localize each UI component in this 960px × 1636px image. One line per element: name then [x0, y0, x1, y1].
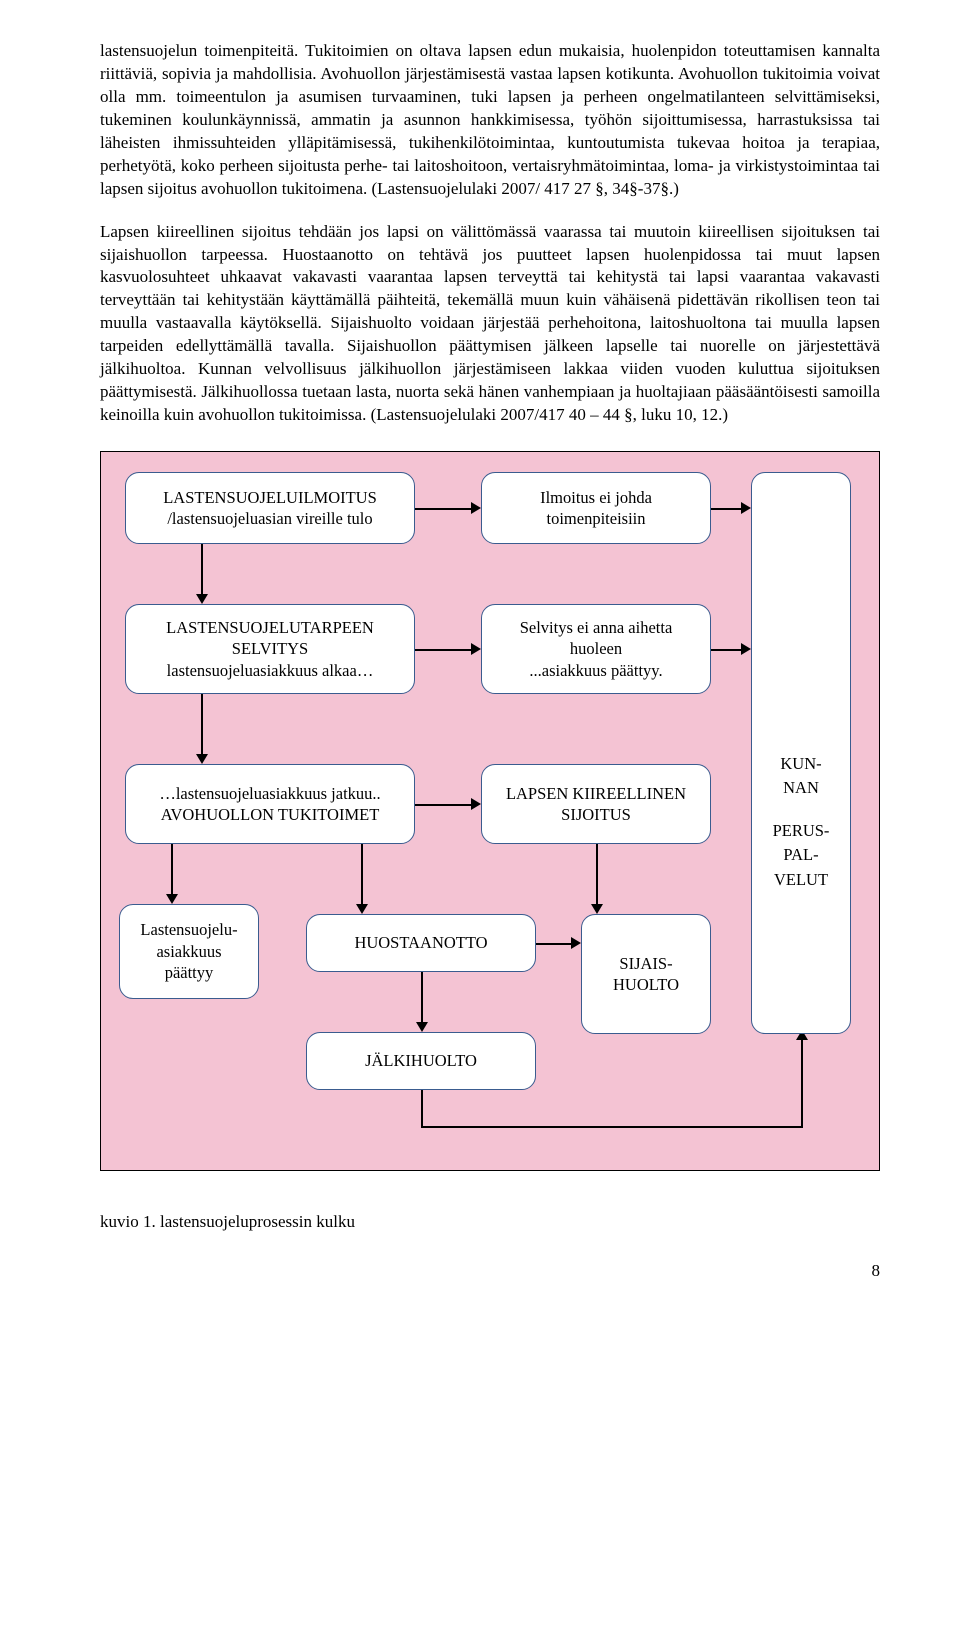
edge — [421, 1126, 801, 1128]
node-text: SELVITYS — [232, 638, 308, 659]
node-text: /lastensuojeluasian vireille tulo — [167, 508, 372, 529]
edge — [711, 508, 741, 510]
arrow-right-icon — [571, 937, 581, 949]
flowchart-container: LASTENSUOJELUILMOITUS /lastensuojeluasia… — [100, 451, 880, 1171]
edge — [596, 844, 598, 904]
arrow-down-icon — [591, 904, 603, 914]
node-text: päättyy — [165, 962, 214, 983]
node-text: LASTENSUOJELUILMOITUS — [163, 487, 377, 508]
edge — [801, 1040, 803, 1128]
node-ilmoitus: LASTENSUOJELUILMOITUS /lastensuojeluasia… — [125, 472, 415, 544]
node-text: NAN — [783, 777, 819, 798]
node-text: SIJAIS- — [619, 953, 672, 974]
edge — [536, 943, 571, 945]
node-text: …lastensuojeluasiakkuus jatkuu.. — [159, 783, 380, 804]
node-kunnan-peruspalvelut: KUN- NAN PERUS- PAL- VELUT — [751, 472, 851, 1034]
arrow-right-icon — [741, 643, 751, 655]
arrow-right-icon — [471, 502, 481, 514]
arrow-down-icon — [356, 904, 368, 914]
page-number: 8 — [100, 1260, 880, 1283]
node-asiakkuus-paattyy: Lastensuojelu- asiakkuus päättyy — [119, 904, 259, 999]
node-text: HUOLTO — [613, 974, 679, 995]
edge — [201, 544, 203, 594]
node-text: SIJOITUS — [561, 804, 631, 825]
arrow-right-icon — [471, 643, 481, 655]
edge — [415, 804, 471, 806]
arrow-down-icon — [196, 754, 208, 764]
node-text: PERUS- — [773, 820, 830, 841]
edge — [415, 649, 471, 651]
node-text: huoleen — [570, 638, 622, 659]
node-jalkihuolto: JÄLKIHUOLTO — [306, 1032, 536, 1090]
node-text: JÄLKIHUOLTO — [365, 1050, 477, 1071]
edge — [421, 1090, 423, 1126]
paragraph-2: Lapsen kiireellinen sijoitus tehdään jos… — [100, 221, 880, 427]
edge — [201, 694, 203, 754]
arrow-right-icon — [471, 798, 481, 810]
arrow-down-icon — [196, 594, 208, 604]
node-avohuolto: …lastensuojeluasiakkuus jatkuu.. AVOHUOL… — [125, 764, 415, 844]
arrow-down-icon — [416, 1022, 428, 1032]
node-text: Lastensuojelu- — [140, 919, 237, 940]
node-text: asiakkuus — [156, 941, 221, 962]
paragraph-1: lastensuojelun toimenpiteitä. Tukitoimie… — [100, 40, 880, 201]
node-text: KUN- — [780, 753, 821, 774]
node-text: HUOSTAANOTTO — [354, 932, 487, 953]
node-huostaanotto: HUOSTAANOTTO — [306, 914, 536, 972]
node-text: PAL- — [783, 844, 818, 865]
edge — [421, 972, 423, 1022]
node-sijaishuolto: SIJAIS- HUOLTO — [581, 914, 711, 1034]
node-ei-aihetta: Selvitys ei anna aihetta huoleen ...asia… — [481, 604, 711, 694]
edge — [171, 844, 173, 894]
node-text: LAPSEN KIIREELLINEN — [506, 783, 686, 804]
edge — [415, 508, 471, 510]
node-selvitys: LASTENSUOJELUTARPEEN SELVITYS lastensuoj… — [125, 604, 415, 694]
node-text: LASTENSUOJELUTARPEEN — [166, 617, 374, 638]
node-ei-johda: Ilmoitus ei johda toimenpiteisiin — [481, 472, 711, 544]
edge — [361, 844, 363, 904]
figure-caption: kuvio 1. lastensuojeluprosessin kulku — [100, 1211, 880, 1234]
node-kiireellinen: LAPSEN KIIREELLINEN SIJOITUS — [481, 764, 711, 844]
node-text: Selvitys ei anna aihetta — [520, 617, 673, 638]
node-text: AVOHUOLLON TUKITOIMET — [161, 804, 380, 825]
node-text: lastensuojeluasiakkuus alkaa… — [167, 660, 374, 681]
arrow-down-icon — [166, 894, 178, 904]
node-text: Ilmoitus ei johda — [540, 487, 652, 508]
node-text: VELUT — [774, 869, 828, 890]
edge — [711, 649, 741, 651]
arrow-right-icon — [741, 502, 751, 514]
node-text: toimenpiteisiin — [547, 508, 646, 529]
node-text: ...asiakkuus päättyy. — [529, 660, 662, 681]
